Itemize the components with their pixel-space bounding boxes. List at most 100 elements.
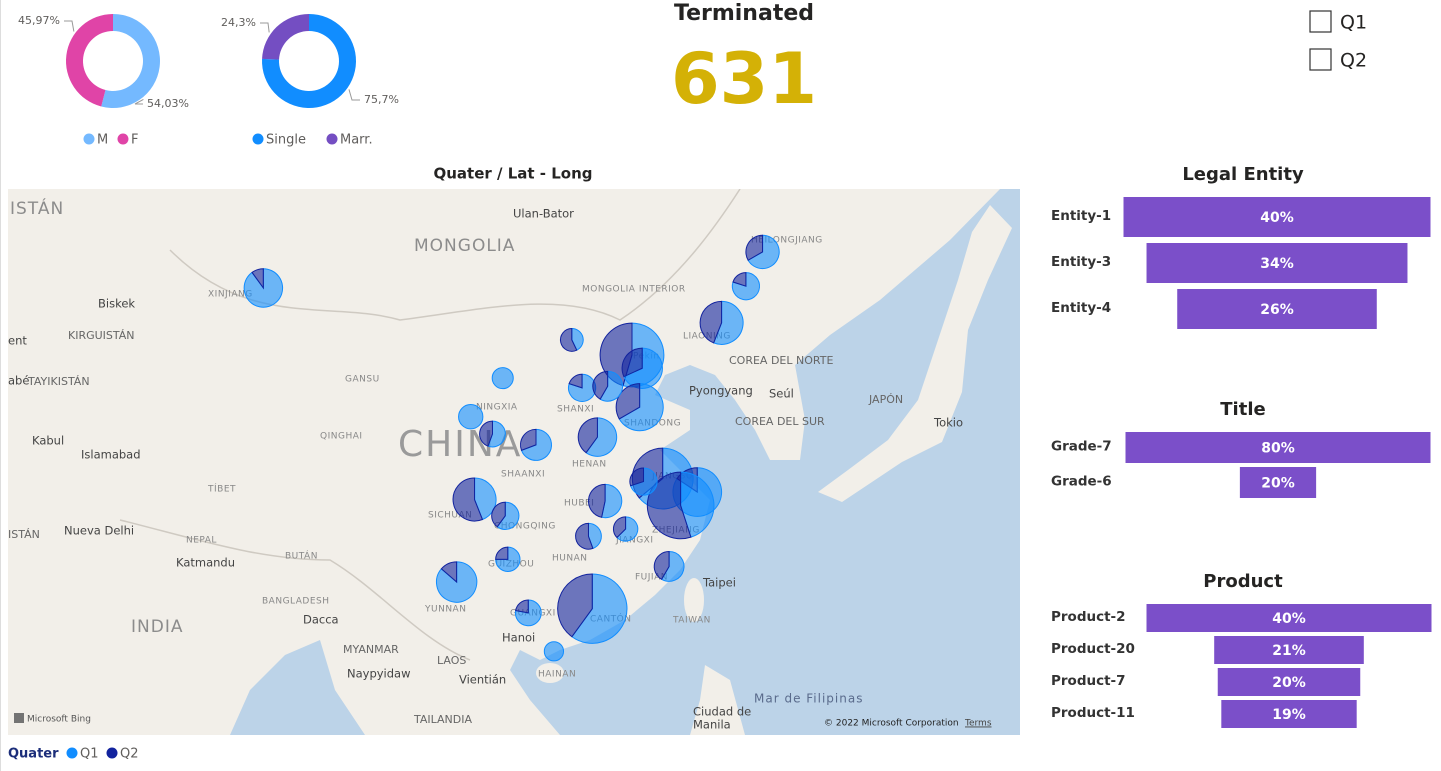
map-label: MYANMAR [343, 643, 399, 656]
legend-label: M [97, 133, 108, 148]
map-label: ISTÁN [8, 528, 40, 541]
map-sea [230, 640, 365, 735]
legend-dot [117, 133, 129, 145]
pie-slice [713, 300, 744, 345]
pie-slice [577, 417, 598, 454]
legend-label: Q1 [80, 747, 99, 762]
funnel-title: Title [1220, 399, 1265, 420]
data-label: 75,7% [364, 93, 399, 106]
map-label: HENAN [572, 460, 607, 470]
map-label: JAPÓN [868, 393, 903, 406]
category-label: Product-2 [1051, 609, 1126, 625]
map-island [684, 578, 704, 622]
map-label: abé [8, 374, 29, 388]
map-island [690, 665, 745, 735]
pie-slice [680, 471, 715, 538]
pie-slice [474, 477, 497, 521]
pie-slice [618, 383, 664, 432]
map-label: NEPAL [186, 536, 217, 546]
map-label: NINGXIA [476, 403, 518, 413]
map-label: Seúl [769, 387, 794, 401]
donut-slice [101, 14, 160, 108]
data-label: 20% [1261, 476, 1295, 492]
pie-slice [568, 373, 583, 389]
map-label: TAIWAN [672, 616, 711, 626]
funnel-bar [1146, 243, 1408, 283]
funnel-bar [1214, 636, 1364, 664]
slicer-option[interactable]: Q2 [1340, 50, 1367, 72]
map-label: FUJIAN [635, 573, 668, 583]
pie-slice [543, 641, 565, 662]
data-label: 40% [1260, 210, 1294, 226]
map: ISTÁN Ulan-Bator MONGOLIA HEILONGJIANG X… [8, 189, 1020, 735]
pie-slice [560, 328, 578, 352]
pie-slice [612, 516, 627, 539]
pie-slice [452, 477, 484, 522]
pie-slice [585, 417, 618, 457]
checkbox[interactable] [1309, 48, 1332, 71]
pie-slice [557, 573, 593, 638]
funnel-bar [1123, 197, 1431, 237]
map-label: KIRGUISTÁN [68, 329, 135, 342]
data-label: 19% [1272, 707, 1306, 723]
map-border [169, 189, 741, 321]
map-label: CHONGQING [494, 522, 556, 532]
map-label: HUBEI [564, 499, 594, 509]
category-label: Entity-1 [1051, 208, 1111, 224]
map-label: ent [8, 334, 27, 348]
map-logo: Microsoft Bing [27, 715, 91, 725]
map-label: YUNNAN [424, 605, 466, 615]
funnel-bar [1239, 467, 1317, 498]
legend-label: F [131, 133, 138, 148]
funnel-title: Legal Entity [1182, 164, 1304, 185]
map-island [818, 205, 1012, 502]
map-label: BUTÁN [285, 550, 318, 562]
legend-dot [252, 133, 264, 145]
map-label: Mar de Filipinas [754, 692, 863, 706]
donut-slice [262, 14, 309, 60]
legend-dot [66, 747, 78, 759]
map-label: Pyongyang [689, 384, 753, 398]
pie-slice [745, 234, 764, 261]
pie-slice [458, 404, 484, 430]
pie-slice [646, 471, 692, 540]
map-label: Islamabad [81, 448, 141, 462]
map-sea [510, 189, 1020, 735]
category-label: Grade-6 [1051, 474, 1112, 490]
data-label: 26% [1260, 302, 1294, 318]
donut-slice [65, 14, 113, 107]
map-label: Biskek [98, 297, 135, 311]
map-label: BANGLADESH [262, 597, 330, 607]
slicer-option[interactable]: Q1 [1340, 12, 1367, 34]
map-label: SHANXI [557, 405, 594, 415]
data-label: 34% [1260, 256, 1294, 272]
category-label: Entity-3 [1051, 254, 1111, 270]
funnel-bar [1177, 289, 1377, 329]
category-label: Entity-4 [1051, 300, 1111, 316]
pie-slice [621, 347, 643, 378]
legend-dot [106, 747, 118, 759]
pie-slice [660, 551, 685, 582]
pie-slice [251, 268, 264, 290]
map-label: JIANGXI [615, 536, 654, 546]
kpi-title: Terminated [674, 1, 814, 26]
map-label: HAINAN [538, 670, 576, 680]
leader-line [64, 20, 75, 32]
map-label: Dacca [303, 613, 339, 627]
pie-slice [479, 420, 493, 447]
map-label: MONGOLIA [414, 236, 515, 256]
checkbox[interactable] [1309, 10, 1332, 33]
map-terms[interactable]: Terms [964, 719, 992, 729]
map-label: TAYIKISTÁN [27, 375, 90, 388]
pie-slice [616, 516, 639, 542]
pie-slice [491, 501, 506, 528]
pie-slice [520, 428, 537, 452]
map-label: Ulan-Bator [513, 207, 574, 221]
map-label: HUNAN [552, 554, 587, 564]
funnel-bar [1221, 700, 1357, 728]
pie-slice [491, 367, 514, 390]
map-label: Tokio [933, 416, 963, 430]
map-label: GANSU [345, 375, 380, 385]
pie-slice [515, 599, 529, 614]
map-label: Hanoi [502, 631, 535, 645]
